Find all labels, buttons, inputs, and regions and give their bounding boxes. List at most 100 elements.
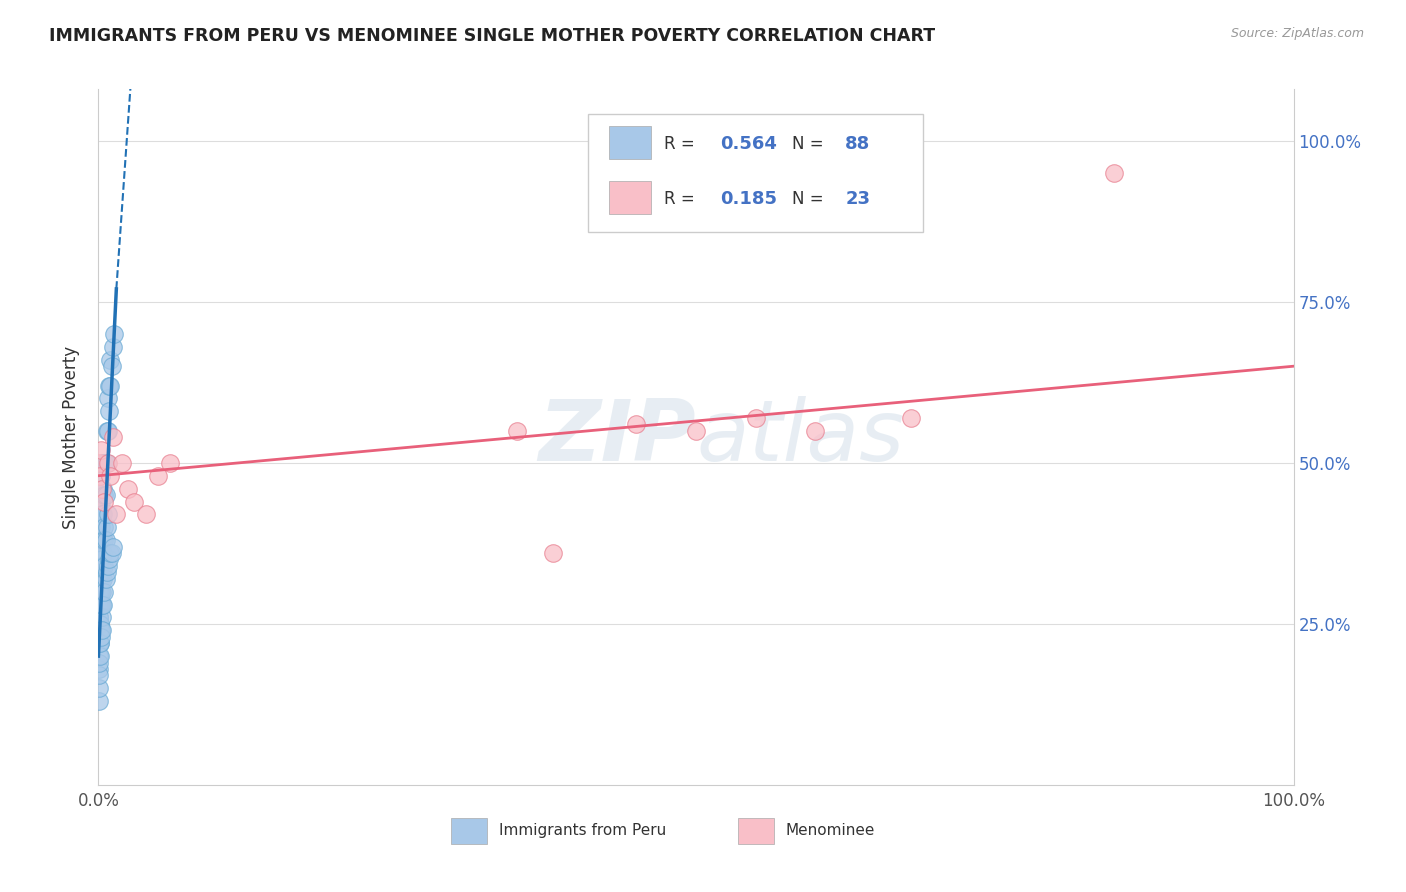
- Point: [89, 624, 111, 638]
- Point: [98, 468, 122, 483]
- Text: atlas: atlas: [696, 395, 904, 479]
- Point: [93, 520, 115, 534]
- Point: [96, 456, 118, 470]
- Point: [87, 649, 110, 664]
- Point: [89, 616, 111, 631]
- Point: [89, 598, 111, 612]
- Point: [94, 488, 117, 502]
- Point: [89, 636, 111, 650]
- Point: [91, 552, 114, 566]
- Point: [91, 598, 114, 612]
- Point: [97, 424, 120, 438]
- Point: [89, 520, 111, 534]
- Point: [626, 417, 648, 432]
- Point: [900, 410, 922, 425]
- Point: [89, 616, 111, 631]
- Point: [89, 624, 111, 638]
- Point: [101, 540, 124, 554]
- Point: [93, 584, 115, 599]
- Point: [94, 572, 117, 586]
- Point: [91, 558, 114, 573]
- Point: [91, 482, 114, 496]
- Point: [89, 456, 111, 470]
- Point: [90, 584, 112, 599]
- Point: [111, 456, 134, 470]
- Text: 23: 23: [845, 190, 870, 208]
- Point: [101, 430, 124, 444]
- Point: [91, 598, 114, 612]
- Point: [91, 482, 114, 496]
- Point: [89, 656, 111, 670]
- Point: [89, 566, 111, 580]
- Point: [89, 598, 111, 612]
- Point: [91, 584, 114, 599]
- Point: [89, 546, 111, 560]
- Point: [97, 508, 120, 522]
- Y-axis label: Single Mother Poverty: Single Mother Poverty: [62, 345, 80, 529]
- Point: [124, 494, 146, 508]
- Text: 0.564: 0.564: [720, 136, 776, 153]
- Point: [96, 566, 118, 580]
- Point: [93, 558, 115, 573]
- Point: [89, 584, 111, 599]
- Point: [89, 508, 111, 522]
- Point: [89, 533, 111, 548]
- Text: R =: R =: [664, 136, 700, 153]
- Point: [97, 456, 120, 470]
- Point: [804, 424, 827, 438]
- Point: [117, 482, 139, 496]
- Point: [148, 468, 170, 483]
- Point: [103, 326, 125, 341]
- Point: [89, 584, 111, 599]
- Point: [91, 508, 114, 522]
- Point: [98, 378, 121, 392]
- Text: Immigrants from Peru: Immigrants from Peru: [499, 822, 666, 838]
- Point: [93, 494, 115, 508]
- Text: N =: N =: [792, 190, 828, 208]
- Point: [90, 494, 112, 508]
- Point: [89, 610, 111, 624]
- FancyBboxPatch shape: [609, 126, 651, 160]
- Point: [98, 546, 122, 560]
- Point: [98, 352, 122, 367]
- Point: [91, 482, 114, 496]
- Point: [94, 533, 117, 548]
- Point: [135, 508, 157, 522]
- Point: [96, 520, 118, 534]
- Point: [97, 392, 120, 406]
- Point: [89, 488, 111, 502]
- Point: [90, 442, 112, 457]
- Point: [87, 694, 110, 708]
- Point: [91, 508, 114, 522]
- Point: [90, 598, 112, 612]
- Point: [89, 552, 111, 566]
- Point: [105, 508, 128, 522]
- FancyBboxPatch shape: [451, 818, 486, 844]
- Point: [98, 552, 121, 566]
- Point: [87, 636, 110, 650]
- Point: [89, 584, 111, 599]
- Point: [93, 488, 115, 502]
- Point: [89, 636, 111, 650]
- Text: N =: N =: [792, 136, 828, 153]
- Point: [101, 340, 124, 354]
- Text: ZIP: ZIP: [538, 395, 696, 479]
- Point: [90, 566, 112, 580]
- Point: [98, 404, 121, 418]
- Point: [89, 624, 111, 638]
- Point: [91, 533, 114, 548]
- Point: [745, 410, 768, 425]
- Point: [91, 533, 114, 548]
- Text: Menominee: Menominee: [786, 822, 875, 838]
- Point: [90, 624, 112, 638]
- Point: [89, 610, 111, 624]
- Point: [91, 624, 114, 638]
- Point: [94, 456, 117, 470]
- Point: [1104, 166, 1126, 180]
- Point: [87, 662, 110, 676]
- FancyBboxPatch shape: [589, 113, 922, 232]
- Point: [89, 649, 111, 664]
- Point: [87, 668, 110, 682]
- Point: [506, 424, 529, 438]
- Point: [93, 456, 115, 470]
